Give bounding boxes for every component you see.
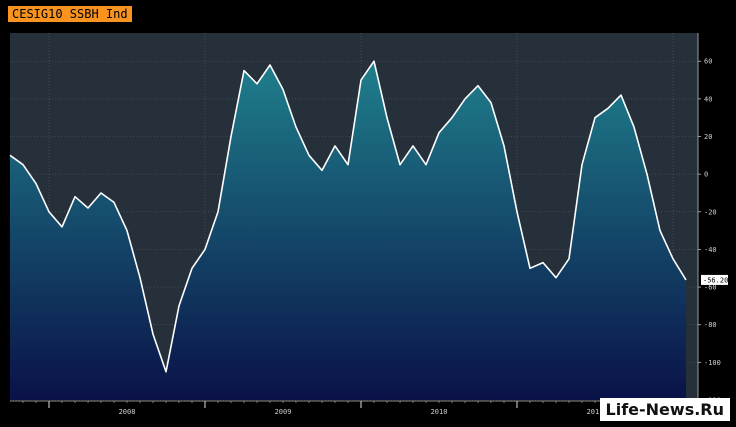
series-line bbox=[9, 60, 687, 373]
y-tick-label: 60 bbox=[704, 58, 712, 66]
y-tick-label: -40 bbox=[704, 246, 717, 254]
y-tick-label: -60 bbox=[704, 284, 717, 292]
last-value-label: -56.20 bbox=[703, 276, 728, 284]
x-tick-label: 2010 bbox=[431, 408, 448, 416]
x-tick-label: 2009 bbox=[275, 408, 292, 416]
y-tick-label: -20 bbox=[704, 208, 717, 216]
axes: 6040200-20-40-60-80-100-120-56.202008200… bbox=[10, 33, 728, 416]
x-tick-label: 2008 bbox=[119, 408, 136, 416]
y-tick-label: -80 bbox=[704, 321, 717, 329]
y-tick-label: 0 bbox=[704, 171, 708, 179]
y-tick-label: 40 bbox=[704, 95, 712, 103]
ticker-label: CESIG10 SSBH Ind bbox=[8, 6, 132, 22]
y-tick-label: 20 bbox=[704, 133, 712, 141]
last-value-badge bbox=[701, 274, 728, 285]
area-fill bbox=[10, 61, 686, 400]
y-tick-label: -100 bbox=[704, 359, 721, 367]
watermark-logo: Life-News.Ru bbox=[599, 398, 730, 421]
x-tick-label: 2011 bbox=[587, 408, 604, 416]
